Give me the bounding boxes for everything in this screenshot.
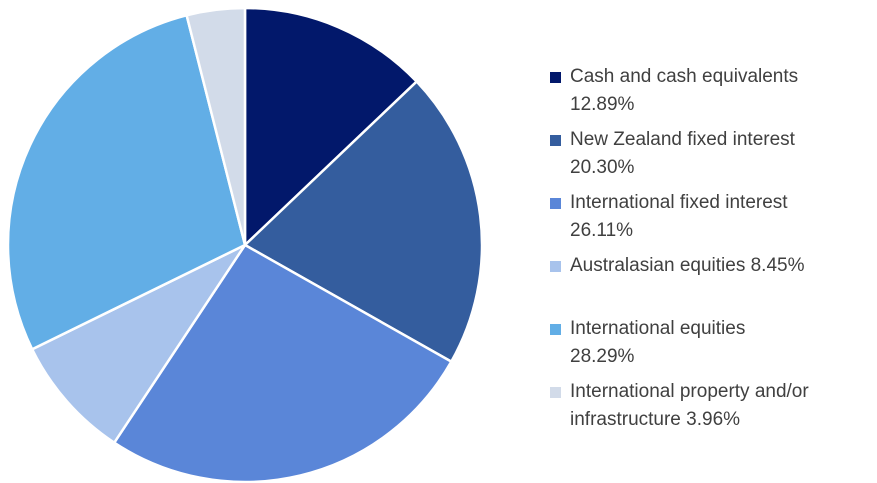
- legend-label: New Zealand fixed interest: [570, 129, 795, 150]
- legend-item: Australasian equities 8.45%: [548, 252, 868, 315]
- legend-item: Cash and cash equivalents 12.89%: [548, 63, 868, 126]
- pie-slice: [112, 243, 454, 483]
- legend-swatch: [550, 387, 561, 398]
- legend-swatch: [550, 324, 561, 335]
- legend-label: International fixed interest: [570, 192, 788, 213]
- legend-label: Cash and cash equivalents: [570, 66, 799, 87]
- legend-swatch: [550, 72, 561, 83]
- legend-label: International property and/or infrastruc…: [570, 381, 809, 430]
- value-label: 26.11%: [570, 220, 634, 241]
- pie-slice: [242, 79, 484, 364]
- legend-label: Australasian equities: [570, 255, 746, 276]
- legend: Cash and cash equivalents 12.89% New Zeal…: [548, 63, 868, 441]
- legend-text: International fixed interest 26.11%: [570, 189, 870, 245]
- legend-item: New Zealand fixed interest 20.30%: [548, 126, 868, 189]
- legend-text: Australasian equities 8.45%: [570, 252, 870, 280]
- legend-swatch: [550, 261, 561, 272]
- pie-slice: [185, 6, 247, 246]
- legend-item: International property and/or infrastruc…: [548, 378, 868, 441]
- value-label: 20.30%: [570, 157, 635, 178]
- pie-slice: [30, 241, 249, 445]
- value-label: 3.96%: [686, 409, 741, 430]
- value-label: 8.45%: [750, 255, 805, 276]
- value-label: 28.29%: [570, 346, 635, 367]
- legend-text: Cash and cash equivalents 12.89%: [570, 63, 870, 119]
- pie-slice: [243, 6, 419, 248]
- value-label: 12.89%: [570, 94, 635, 115]
- legend-swatch: [550, 135, 561, 146]
- legend-text: International equities 28.29%: [570, 315, 870, 371]
- pie-slice: [6, 13, 247, 351]
- legend-label: International equities: [570, 318, 746, 339]
- legend-text: New Zealand fixed interest 20.30%: [570, 126, 870, 182]
- legend-item: International equities 28.29%: [548, 315, 868, 378]
- legend-swatch: [550, 198, 561, 209]
- legend-item: International fixed interest 26.11%: [548, 189, 868, 252]
- legend-text: International property and/or infrastruc…: [570, 378, 835, 434]
